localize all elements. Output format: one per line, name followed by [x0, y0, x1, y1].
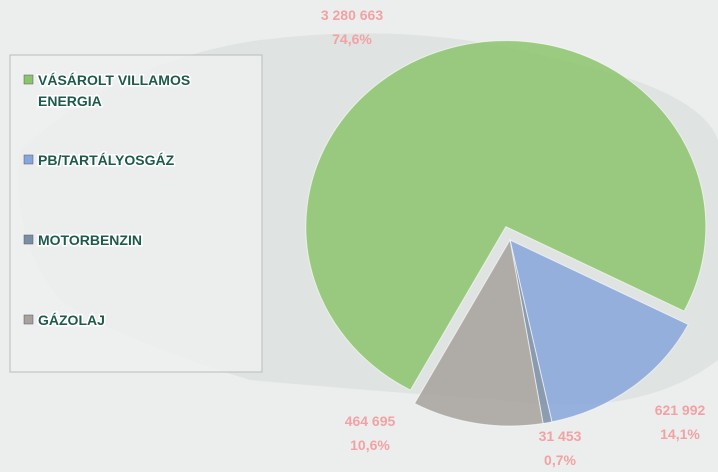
legend-box [9, 54, 263, 373]
legend-label-line: VÁSÁROLT VILLAMOS [38, 72, 190, 88]
pie-slice [509, 239, 689, 423]
legend-label: GÁZOLAJ [38, 312, 105, 328]
value-label: 31 453 [539, 428, 582, 444]
pie [305, 40, 707, 427]
legend-label-line: ENERGIA [38, 93, 102, 109]
percent-label: 10,6% [350, 437, 390, 453]
legend-label: MOTORBENZIN [38, 232, 142, 248]
pie-slice [305, 40, 707, 391]
value-label: 3 280 663 [321, 7, 383, 23]
legend-swatch [23, 314, 34, 325]
value-label: 621 992 [655, 402, 706, 418]
pie-slice [413, 238, 544, 427]
percent-label: 74,6% [332, 31, 372, 47]
legend-swatch [23, 234, 34, 245]
legend-swatch [23, 74, 34, 85]
legend-swatch [23, 154, 34, 165]
percent-label: 14,1% [660, 426, 700, 442]
percent-label: 0,7% [544, 452, 576, 468]
legend-label: VÁSÁROLT VILLAMOS ENERGIA [38, 72, 190, 109]
legend-label: PB/TARTÁLYOSGÁZ [38, 152, 175, 168]
value-label: 464 695 [345, 413, 396, 429]
